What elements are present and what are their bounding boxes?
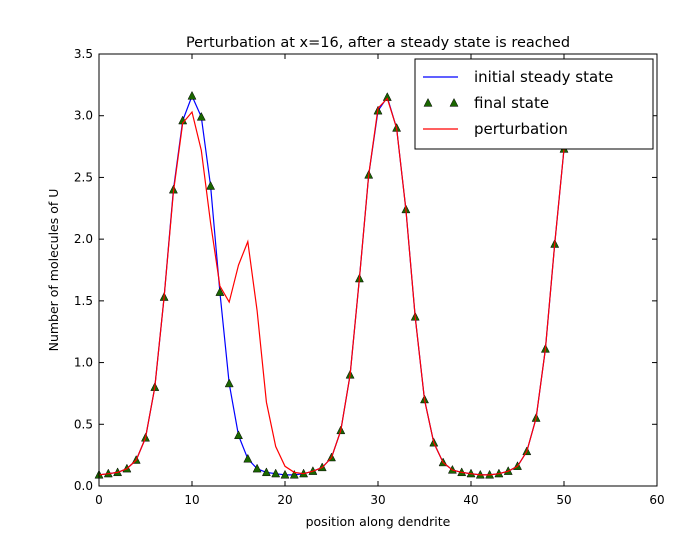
legend-label: perturbation xyxy=(474,120,568,138)
x-tick-label: 60 xyxy=(649,493,664,507)
data-point-marker xyxy=(215,287,225,296)
data-point-marker xyxy=(271,468,281,478)
data-point-marker xyxy=(289,469,299,479)
y-axis: 0.0 0.5 1.0 1.5 2.0 2.5 3.0 3.5 xyxy=(74,47,657,493)
x-tick-label: 30 xyxy=(370,493,385,507)
plot-series xyxy=(94,90,569,479)
y-tick-label: 1.0 xyxy=(74,356,93,370)
data-point-marker xyxy=(280,469,290,479)
data-point-marker xyxy=(187,90,197,100)
legend-label: initial steady state xyxy=(474,68,613,86)
legend-label: final state xyxy=(474,94,549,112)
y-tick-label: 2.0 xyxy=(74,232,93,246)
data-point-marker xyxy=(206,181,216,190)
y-tick-label: 0.5 xyxy=(74,417,93,431)
legend-entry: perturbation xyxy=(423,120,568,138)
data-point-marker xyxy=(382,92,392,101)
y-tick-label: 0.0 xyxy=(74,479,93,493)
legend: initial steady state final state perturbat… xyxy=(414,58,654,150)
chart-title: Perturbation at x=16, after a steady sta… xyxy=(186,35,570,51)
series-line xyxy=(98,97,565,476)
x-tick-label: 40 xyxy=(463,493,478,507)
y-tick-label: 3.0 xyxy=(74,109,93,123)
x-axis: 0 10 20 30 40 50 60 xyxy=(95,54,665,507)
y-tick-label: 3.5 xyxy=(74,47,93,61)
data-point-marker xyxy=(252,463,262,473)
x-tick-label: 10 xyxy=(184,493,199,507)
data-point-marker xyxy=(234,430,243,440)
x-tick-label: 50 xyxy=(556,493,571,507)
data-point-marker xyxy=(224,378,234,388)
y-tick-label: 1.5 xyxy=(74,294,93,308)
x-tick-label: 0 xyxy=(95,493,103,507)
x-tick-label: 20 xyxy=(277,493,292,507)
data-point-marker xyxy=(196,111,206,121)
legend-marker-swatch xyxy=(449,97,459,107)
legend-entries: initial steady state final state perturbat… xyxy=(423,68,613,138)
legend-marker-swatch xyxy=(423,97,433,107)
y-tick-label: 2.5 xyxy=(74,170,93,184)
legend-entry: final state xyxy=(423,94,549,112)
data-point-marker xyxy=(261,467,271,477)
x-axis-label: position along dendrite xyxy=(306,514,451,529)
series-perturbation xyxy=(98,97,565,476)
y-axis-label: Number of molecules of U xyxy=(46,189,61,352)
legend-entry: initial steady state xyxy=(423,68,613,86)
data-point-marker xyxy=(243,453,253,463)
